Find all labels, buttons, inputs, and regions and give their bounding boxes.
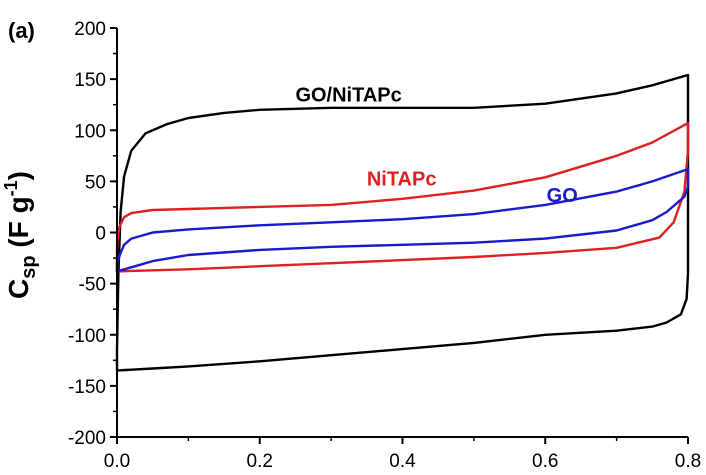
panel-label: (a) <box>8 18 35 43</box>
series-label-go-nitapc: GO/NiTAPc <box>295 85 401 107</box>
series-label-nitapc: NiTAPc <box>367 168 437 190</box>
y-tick-label: 200 <box>74 19 106 40</box>
x-tick-label: 0.2 <box>247 451 273 472</box>
ylabel-sub: sp <box>18 255 40 278</box>
y-tick-label: -150 <box>68 377 106 398</box>
series-group <box>115 73 690 372</box>
y-axis-label: Csp (F g-1) <box>1 171 40 299</box>
axes-group: -200 -150 -100 -50 0 50 100 150 200 0.0 0.2 0.4 0.6 0… <box>68 19 701 472</box>
series-line-nitapc <box>115 121 690 273</box>
ylabel-close: ) <box>3 171 34 180</box>
y-tick-label: 0 <box>95 224 106 245</box>
y-tick-label: -200 <box>68 428 106 449</box>
x-tick-label: 0.4 <box>389 451 416 472</box>
y-tick-label: -50 <box>79 275 106 296</box>
y-tick-label: 150 <box>74 70 106 91</box>
series-line-go-nitapc <box>115 73 690 372</box>
y-tick-label: -100 <box>68 326 106 347</box>
series-label-go: GO <box>547 185 578 207</box>
y-tick-label: 100 <box>74 121 106 142</box>
ylabel-main: C <box>3 279 34 299</box>
ylabel-sup: -1 <box>1 180 21 196</box>
x-tick-label: 0.0 <box>104 451 130 472</box>
labels-group: GO/NiTAPc NiTAPc GO <box>295 85 577 207</box>
ylabel-unit: (F g <box>3 196 34 255</box>
y-tick-label: 50 <box>85 172 106 193</box>
series-line-go <box>115 167 690 273</box>
x-tick-label: 0.6 <box>532 451 558 472</box>
x-tick-label: 0.8 <box>675 451 701 472</box>
